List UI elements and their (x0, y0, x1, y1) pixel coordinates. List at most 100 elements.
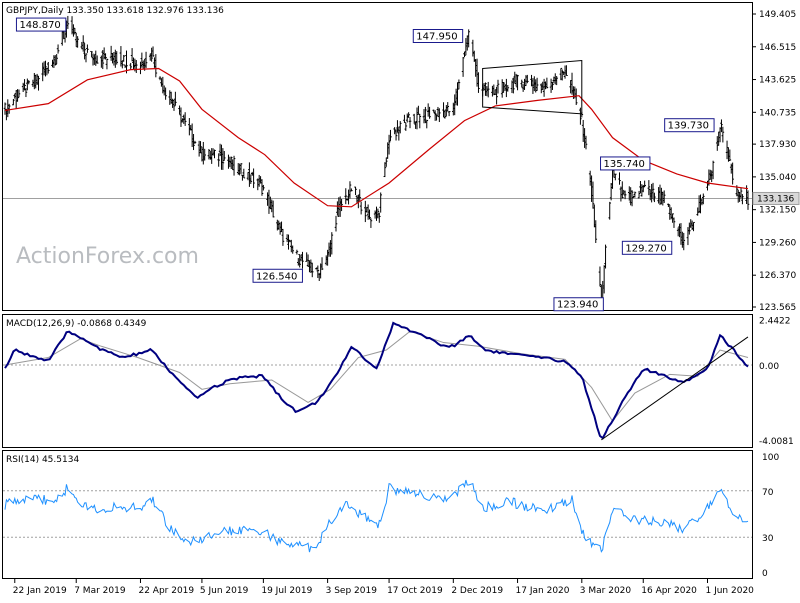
price-bar (83, 43, 86, 60)
macd-lines (4, 321, 749, 441)
price-bar (154, 54, 158, 78)
price-bar (486, 81, 490, 98)
price-bar (608, 201, 612, 220)
price-bar (404, 122, 408, 131)
macd-signal-line (4, 330, 749, 423)
price-bar (213, 149, 216, 159)
price-bar (477, 72, 480, 93)
price-bar (692, 221, 695, 232)
price-bar (559, 67, 563, 81)
current-price-tag: 133.136 (752, 191, 800, 205)
price-bar (633, 191, 637, 198)
price-bar (158, 76, 162, 81)
annotation-label: 123.940 (557, 300, 598, 311)
price-bar (203, 148, 207, 161)
price-bar (461, 56, 465, 77)
price-bar (387, 134, 391, 155)
rsi-tick-label: 30 (762, 534, 774, 544)
x-tick-label: 3 Mar 2020 (580, 586, 632, 596)
price-bar (217, 153, 220, 167)
price-bar (551, 81, 554, 90)
price-bar (383, 162, 387, 178)
price-bar (408, 117, 412, 129)
price-bar (418, 113, 422, 129)
sma-line (4, 60, 749, 208)
price-bar (144, 51, 148, 68)
price-bar (484, 82, 487, 96)
price-bar (651, 182, 655, 199)
price-bar (316, 265, 320, 278)
annotation-label: 139.730 (668, 121, 709, 132)
macd-main-line (4, 321, 749, 440)
rsi-title: RSI(14) 45.5134 (6, 455, 79, 465)
price-bar (210, 148, 213, 164)
price-bar (199, 141, 202, 154)
price-bar (344, 188, 348, 205)
y-tick-label: 143.625 (759, 76, 796, 86)
x-tick-label: 16 Apr 2020 (641, 586, 697, 596)
price-bar (320, 257, 324, 271)
price-bar (310, 262, 314, 278)
price-bar (183, 112, 187, 126)
rsi-line (4, 479, 749, 553)
price-pane (2, 2, 753, 311)
price-bar (164, 87, 167, 100)
price-bar (46, 61, 50, 74)
price-bar (3, 102, 7, 115)
price-bar (516, 74, 519, 91)
price-bar (407, 112, 410, 118)
price-bar (545, 77, 549, 89)
price-bar (232, 155, 236, 176)
price-bar (623, 190, 627, 200)
price-bar (591, 181, 595, 209)
price-bar (667, 203, 670, 208)
x-tick-label: 22 Apr 2019 (138, 586, 194, 596)
price-bar (721, 126, 725, 143)
price-bar (174, 91, 177, 106)
price-bar (55, 54, 58, 65)
price-bar (115, 51, 119, 65)
price-bar (221, 148, 225, 170)
price-bar (662, 190, 666, 203)
price-bar (56, 44, 60, 54)
price-bar (637, 190, 641, 199)
price-bar (746, 190, 750, 210)
price-bar (384, 157, 388, 167)
price-bar (584, 135, 588, 150)
price-bar (359, 201, 363, 215)
price-bar (741, 194, 744, 205)
annotation-label: 148.870 (19, 20, 60, 31)
price-bar (129, 62, 132, 70)
price-bar (121, 60, 124, 69)
price-bar (348, 181, 352, 199)
price-bar (526, 74, 529, 84)
rsi-tick-label: 70 (762, 488, 774, 498)
price-bar (574, 88, 578, 106)
price-bar (354, 186, 357, 196)
y-tick-label: 137.930 (759, 140, 796, 150)
price-bar (90, 50, 93, 58)
price-bar (242, 168, 246, 179)
price-bar (287, 234, 290, 250)
price-bar (579, 107, 582, 125)
price-annotation: 123.940 (553, 297, 604, 312)
sma-series (4, 67, 749, 208)
price-bar (467, 29, 470, 48)
price-bar (368, 209, 371, 220)
price-annotation: 148.870 (15, 17, 67, 32)
price-bar (614, 173, 617, 181)
price-title: GBPJPY,Daily 133.350 133.618 132.976 133… (6, 6, 224, 16)
macd-title: MACD(12,26,9) -0.0868 0.4349 (6, 319, 147, 329)
price-bar (535, 77, 539, 92)
price-annotation: 126.540 (252, 268, 303, 283)
macd-trendline (601, 336, 749, 441)
price-bar (711, 160, 715, 180)
reference-lines (3, 197, 752, 538)
price-bar (425, 119, 429, 129)
price-bar (463, 51, 466, 58)
price-bar (594, 220, 598, 243)
price-bar (193, 140, 197, 144)
price-bar (377, 212, 381, 223)
y-tick-label: 132.150 (759, 206, 796, 216)
price-bar (86, 44, 89, 53)
